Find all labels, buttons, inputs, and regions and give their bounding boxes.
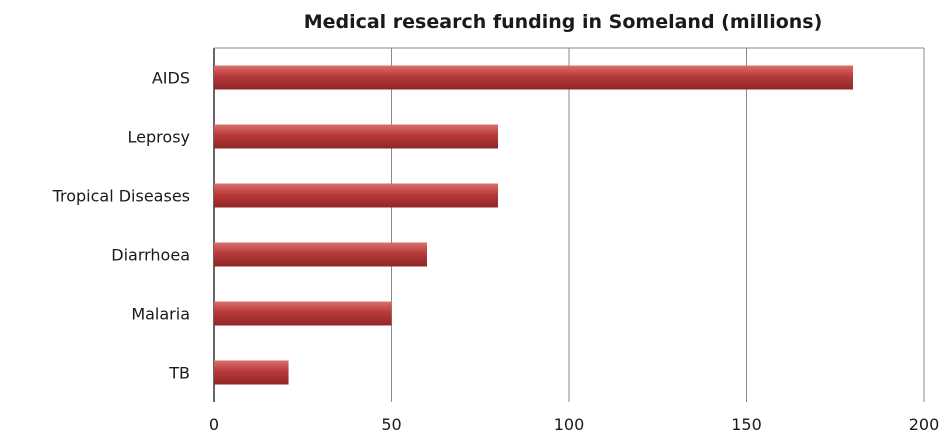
x-tick-label: 0 <box>209 415 219 434</box>
category-labels: AIDS Leprosy Tropical Diseases Diarrhoea Mal… <box>52 69 190 383</box>
bars <box>214 65 853 385</box>
bar-tb <box>214 360 289 385</box>
bar-tropical-diseases <box>214 183 498 208</box>
category-label: Malaria <box>131 305 190 324</box>
category-label: Diarrhoea <box>111 246 190 265</box>
bar-aids <box>214 65 853 90</box>
x-tick-label: 50 <box>381 415 401 434</box>
category-label: TB <box>168 364 190 383</box>
x-tick-label: 100 <box>554 415 585 434</box>
bar-leprosy <box>214 124 498 149</box>
chart-title: Medical research funding in Someland (mi… <box>304 11 823 33</box>
gridlines <box>213 47 925 402</box>
x-tick-label: 200 <box>909 415 940 434</box>
x-tick-label: 150 <box>731 415 762 434</box>
bar-diarrhoea <box>214 242 427 267</box>
category-label: AIDS <box>152 69 190 88</box>
x-tick-labels: 0 50 100 150 200 <box>209 415 939 434</box>
category-label: Leprosy <box>128 128 190 147</box>
category-label: Tropical Diseases <box>52 187 190 206</box>
bar-malaria <box>214 301 392 326</box>
